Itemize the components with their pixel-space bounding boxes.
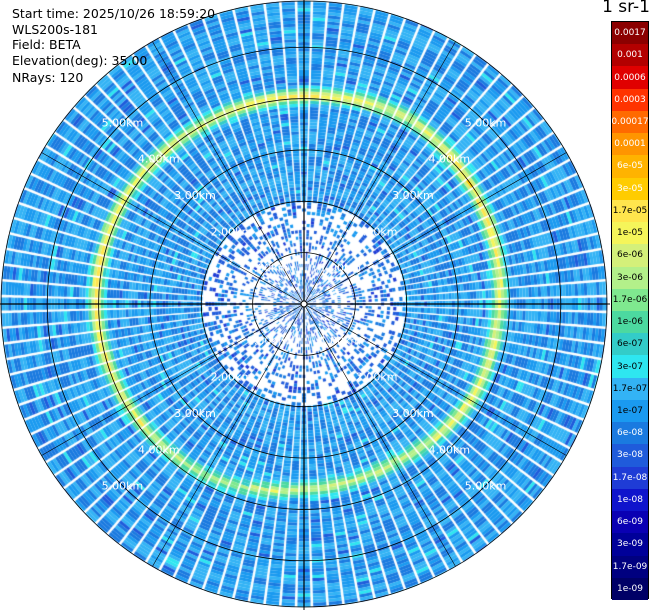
colorbar-tick-label: 6e-07 bbox=[612, 333, 648, 356]
range-ring-label: 4.00km bbox=[138, 443, 180, 456]
colorbar-tick-label: 1e-08 bbox=[612, 488, 648, 512]
colorbar-tick-label: 1e-07 bbox=[612, 399, 648, 423]
range-ring-label: 5.00km bbox=[102, 116, 144, 129]
colorbar: 0.0017 0.001 0.0006 0.0003 0.00017 0.0001 6e-0… bbox=[611, 21, 649, 600]
colorbar-tick-label: 3e-05 bbox=[612, 177, 648, 200]
range-ring-label: 4.00km bbox=[428, 153, 470, 166]
colorbar-tick-label: 3e-07 bbox=[612, 355, 648, 378]
range-ring-label: 1.00km bbox=[247, 334, 289, 347]
colorbar-tick-label: 6e-06 bbox=[612, 244, 648, 267]
colorbar-tick-label: 1.7e-06 bbox=[612, 288, 648, 311]
colorbar-tick-label: 0.0017 bbox=[612, 22, 648, 45]
instrument-label: WLS200s-181 bbox=[12, 22, 98, 37]
elevation-label: Elevation(deg): 35.00 bbox=[12, 53, 148, 68]
colorbar-tick-label: 1.7e-09 bbox=[612, 555, 648, 578]
range-ring-label: 2.00km bbox=[211, 225, 253, 238]
range-ring-label: 5.00km bbox=[465, 480, 507, 493]
colorbar-tick-label: 1e-05 bbox=[612, 222, 648, 245]
colorbar-tick-label: 3e-06 bbox=[612, 266, 648, 289]
colorbar-title: m-1 sr-1 bbox=[603, 0, 650, 17]
azimuth-spoke bbox=[303, 41, 456, 305]
range-ring-label: 1.00km bbox=[247, 262, 289, 275]
colorbar-tick-label: 6e-05 bbox=[612, 155, 648, 178]
azimuth-spoke bbox=[303, 303, 456, 567]
colorbar-tick-label: 1e-09 bbox=[612, 577, 648, 600]
colorbar-tick-label: 6e-09 bbox=[612, 511, 648, 534]
azimuth-spoke bbox=[41, 152, 305, 305]
colorbar-tick-label: 0.00017 bbox=[611, 110, 649, 134]
colorbar-tick-label: 1e-06 bbox=[612, 311, 648, 334]
range-ring-label: 4.00km bbox=[428, 443, 470, 456]
colorbar-tick-label: 6e-08 bbox=[612, 422, 648, 445]
range-ring-label: 2.00km bbox=[211, 371, 253, 384]
range-ring-label: 2.00km bbox=[356, 225, 398, 238]
azimuth-spoke bbox=[303, 152, 567, 305]
colorbar-tick-label: 0.0003 bbox=[612, 88, 648, 111]
nrays-label: NRays: 120 bbox=[12, 70, 84, 85]
azimuth-spoke bbox=[152, 303, 305, 567]
field-label: Field: BETA bbox=[12, 37, 81, 52]
range-ring-label: 3.00km bbox=[174, 407, 216, 420]
range-ring-label: 3.00km bbox=[392, 189, 434, 202]
lidar-location-marker bbox=[300, 300, 308, 308]
range-ring-label: 2.00km bbox=[356, 371, 398, 384]
range-ring-label: 4.00km bbox=[138, 153, 180, 166]
azimuth-spoke bbox=[41, 303, 305, 456]
azimuth-spoke bbox=[152, 41, 305, 305]
range-ring-label: 1.00km bbox=[320, 262, 362, 275]
colorbar-tick-label: 1.7e-05 bbox=[612, 199, 648, 223]
colorbar-tick-label: 3e-08 bbox=[612, 444, 648, 467]
colorbar-tick-label: 1.7e-07 bbox=[612, 377, 648, 400]
range-ring-label: 1.00km bbox=[320, 334, 362, 347]
azimuth-spoke bbox=[303, 303, 567, 456]
colorbar-tick-label: 0.0006 bbox=[612, 66, 648, 89]
colorbar-tick-label: 0.001 bbox=[612, 44, 648, 67]
range-ring-label: 5.00km bbox=[102, 480, 144, 493]
colorbar-tick-label: 0.0001 bbox=[612, 133, 648, 156]
range-ring-label: 3.00km bbox=[392, 407, 434, 420]
colorbar-tick-label: 1.7e-08 bbox=[612, 466, 648, 489]
range-ring-label: 5.00km bbox=[465, 116, 507, 129]
start-time-label: Start time: 2025/10/26 18:59:20 bbox=[12, 6, 216, 21]
colorbar-tick-label: 3e-09 bbox=[612, 533, 648, 556]
range-ring-label: 3.00km bbox=[174, 189, 216, 202]
